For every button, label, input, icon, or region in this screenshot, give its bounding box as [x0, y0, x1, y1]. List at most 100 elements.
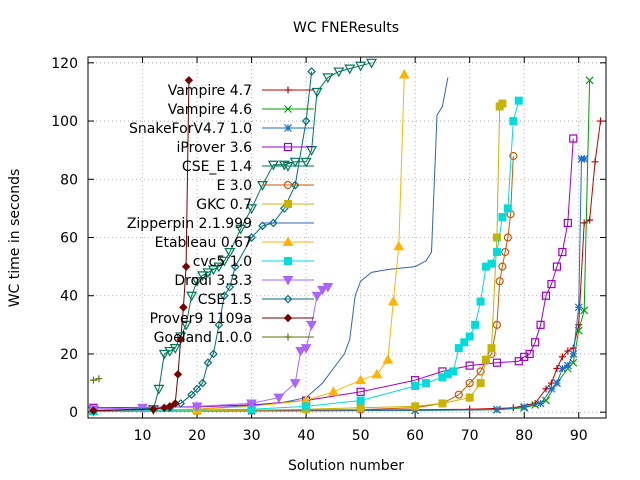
cse-1-5-point — [192, 384, 202, 394]
cse-1-5-point — [209, 349, 218, 359]
e-3-0-point — [509, 151, 518, 161]
snakeforv4-7-1-0-point — [574, 303, 583, 312]
legend-label-goeland-1-0-0: Goeland 1.0.0 — [154, 330, 252, 346]
goeland-1-0-0-point — [95, 375, 103, 383]
legend-prover9-1109a-point — [283, 313, 293, 323]
legend-vampire-4-7-point — [284, 86, 292, 94]
cvc5-1-0-point — [454, 344, 463, 353]
cse-e-1-4-point — [153, 384, 165, 395]
legend-etableau-0-67-point — [282, 236, 294, 246]
legend-label-snakeforv4-7-1-0: SnakeForV4.7 1.0 — [129, 121, 252, 137]
cse-e-1-4-point — [169, 344, 181, 354]
cse-e-1-4-point — [256, 180, 269, 191]
iprover-3-6-point — [356, 387, 365, 396]
prover9-1109a-point — [165, 402, 174, 411]
x-tick-label: 90 — [570, 428, 588, 444]
cse-e-1-4-point — [175, 332, 187, 343]
x-tick-label: 50 — [352, 428, 370, 444]
prover9-1109a-point — [176, 335, 185, 344]
cvc5-1-0-point — [487, 259, 496, 268]
cse-1-5-point — [187, 390, 196, 400]
cse-1-5-point — [176, 399, 186, 408]
cse-e-1-4-point — [202, 268, 214, 279]
cse-1-5-point — [219, 291, 229, 301]
y-tick-label: 20 — [60, 347, 78, 363]
legend-label-drodi-3-3-3: Drodi 3.3.3 — [174, 273, 252, 289]
cvc5-1-0-point — [503, 204, 512, 213]
iprover-3-6-point — [514, 357, 523, 366]
legend-cse-e-1-4-point — [282, 161, 294, 172]
e-3-0-point — [503, 233, 512, 242]
snakeforv4-7-1-0-point — [536, 399, 545, 408]
legend-label-cvc5-1-0: cvc5 1.0 — [193, 254, 252, 270]
cse-e-1-4-point — [235, 224, 247, 235]
series-vampire-4-7 — [89, 117, 605, 415]
etableau-0-67-point — [393, 240, 405, 251]
series-line-snakeforv4-7-1-0 — [93, 158, 585, 412]
e-3-0-point — [495, 277, 504, 286]
iprover-3-6-point — [547, 279, 556, 289]
snakeforv4-7-1-0-point — [547, 384, 556, 393]
legend-snakeforv4-7-1-0-point — [284, 124, 292, 132]
y-tick-label: 120 — [51, 56, 78, 72]
series-drodi-3-3-3 — [88, 282, 334, 415]
gkc-0-7-point — [482, 355, 491, 364]
cse-1-5-point — [307, 67, 316, 76]
cvc5-1-0-point — [509, 117, 518, 126]
iprover-3-6-point — [569, 134, 578, 143]
legend-label-iprover-3-6: iProver 3.6 — [177, 140, 253, 156]
prover9-1109a-point — [89, 406, 98, 415]
cvc5-1-0-point — [460, 338, 469, 347]
cse-1-5-point — [258, 221, 267, 231]
chart-title: WC FNEResults — [293, 20, 399, 36]
prover9-1109a-point — [171, 399, 180, 408]
x-tick-label: 30 — [243, 428, 261, 444]
cvc5-1-0-point — [449, 367, 458, 376]
cse-1-5-point — [230, 262, 240, 271]
vampire-4-7-point — [591, 158, 599, 166]
cvc5-1-0-point — [492, 248, 501, 257]
etableau-0-67-point — [355, 374, 366, 385]
legend-label-vampire-4-7: Vampire 4.7 — [168, 83, 252, 99]
prover9-1109a-point — [184, 76, 194, 85]
cse-e-1-4-point — [333, 67, 345, 78]
drodi-3-3-3-point — [295, 347, 307, 357]
y-tick-label: 0 — [69, 405, 78, 421]
iprover-3-6-point — [541, 291, 551, 300]
cse-1-5-point — [214, 320, 224, 330]
iprover-3-6-point — [563, 218, 572, 228]
cse-e-1-4-point — [164, 346, 176, 357]
series-line-cse-1-5 — [93, 71, 313, 412]
cse-e-1-4-point — [186, 291, 198, 302]
legend-drodi-3-3-3-point — [282, 276, 294, 286]
drodi-3-3-3-point — [273, 393, 285, 404]
e-3-0-point — [498, 262, 507, 271]
snakeforv4-7-1-0-point — [580, 154, 589, 163]
iprover-3-6-point — [536, 320, 545, 329]
series-line-prover9-1109a — [93, 80, 190, 412]
cse-e-1-4-point — [246, 204, 258, 215]
snakeforv4-7-1-0-point — [411, 406, 420, 415]
drodi-3-3-3-point — [322, 282, 334, 293]
cse-1-5-point — [203, 358, 213, 368]
series-iprover-3-6 — [89, 134, 578, 412]
legend: Vampire 4.7 Vampire 4.6 SnakeForV4.7 1.0 iP… — [127, 83, 314, 346]
e-3-0-point — [492, 320, 502, 329]
x-tick-label: 10 — [134, 428, 152, 444]
series-prover9-1109a — [89, 76, 194, 415]
x-tick-label: 70 — [461, 428, 479, 444]
legend-label-prover9-1109a: Prover9 1109a — [150, 311, 252, 327]
legend-e-3-0-point — [283, 180, 293, 190]
etableau-0-67-point — [382, 354, 394, 364]
etableau-0-67-point — [371, 368, 383, 379]
cse-1-5-point — [247, 233, 256, 242]
cse-e-1-4-point — [311, 87, 323, 98]
snakeforv4-7-1-0-point — [569, 350, 578, 358]
snakeforv4-7-1-0-point — [553, 379, 561, 387]
prover9-1109a-point — [149, 405, 158, 414]
cse-e-1-4-point — [180, 320, 192, 331]
series-goeland-1-0-0 — [89, 375, 103, 384]
cse-e-1-4-point — [278, 160, 290, 171]
y-tick-label: 100 — [51, 114, 78, 130]
legend-label-vampire-4-6: Vampire 4.6 — [168, 102, 252, 118]
